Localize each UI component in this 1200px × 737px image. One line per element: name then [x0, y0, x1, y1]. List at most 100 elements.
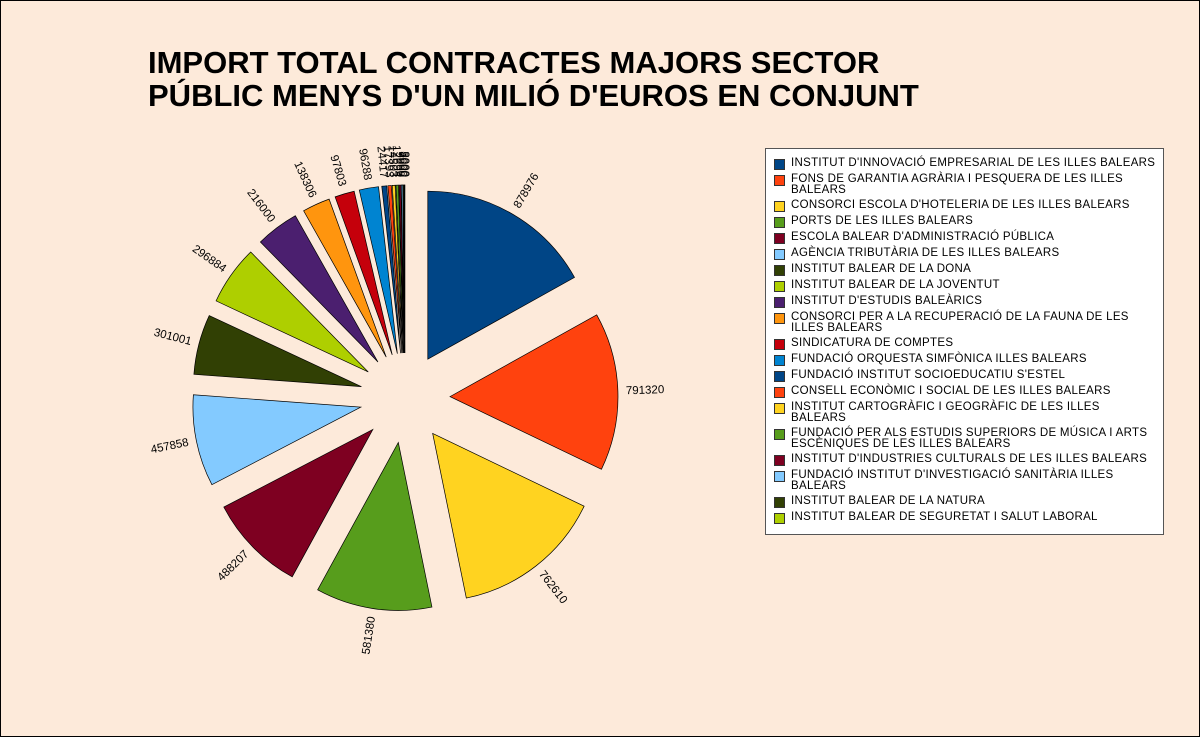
pie-slice — [427, 190, 575, 360]
data-label: 3000 — [399, 151, 411, 177]
legend-entry: ESCOLA BALEAR D'ADMINISTRACIÓ PÚBLICA — [774, 231, 1157, 244]
data-label: 12694 — [390, 145, 403, 178]
legend-label: CONSORCI PER A LA RECUPERACIÓ DE LA FAUN… — [791, 311, 1129, 334]
legend-label: INSTITUT CARTOGRÀFIC I GEOGRÀFIC DE LES … — [791, 401, 1100, 424]
legend-label: INSTITUT D'INNOVACIÓ EMPRESARIAL DE LES … — [791, 157, 1156, 169]
data-label: 878976 — [512, 171, 542, 210]
data-label: 138306 — [291, 160, 318, 200]
legend-entry: INSTITUT D'ESTUDIS BALEÀRICS — [774, 295, 1157, 308]
legend-swatch — [774, 217, 785, 228]
legend-swatch — [774, 387, 785, 398]
legend-swatch — [774, 313, 785, 324]
legend-entry: CONSELL ECONÒMIC I SOCIAL DE LES ILLES B… — [774, 385, 1157, 398]
legend-swatch — [774, 455, 785, 466]
data-label: 791320 — [626, 384, 665, 397]
legend-label: INSTITUT D'INDUSTRIES CULTURALS DE LES I… — [791, 453, 1148, 465]
legend-swatch — [774, 201, 785, 212]
pie-slice — [193, 315, 362, 387]
legend-label: SINDICATURA DE COMPTES — [791, 337, 954, 349]
data-label: 762610 — [536, 569, 569, 607]
legend-swatch — [774, 175, 785, 186]
legend-swatch — [774, 159, 785, 170]
data-label: 457858 — [150, 437, 190, 457]
data-label: 96288 — [356, 148, 373, 182]
legend-label: PORTS DE LES ILLES BALEARS — [791, 215, 974, 227]
legend-swatch — [774, 403, 785, 414]
data-label: 301001 — [152, 327, 192, 348]
data-label: 14503 — [386, 145, 400, 178]
legend-swatch — [774, 233, 785, 244]
legend-swatch — [774, 355, 785, 366]
pie-slice — [391, 184, 403, 354]
legend-entry: INSTITUT BALEAR DE LA NATURA — [774, 495, 1157, 508]
legend-entry: FUNDACIÓ INSTITUT SOCIOEDUCATIU S'ESTEL — [774, 369, 1157, 382]
data-label: 488207 — [216, 548, 252, 583]
data-label: 17393 — [381, 145, 395, 178]
legend-swatch — [774, 471, 785, 482]
legend-label: INSTITUT BALEAR DE LA NATURA — [791, 495, 985, 507]
pie-slice — [387, 185, 403, 354]
legend-label: INSTITUT BALEAR DE LA JOVENTUT — [791, 279, 1000, 291]
legend-label: INSTITUT BALEAR DE SEGURETAT I SALUT LAB… — [791, 511, 1098, 523]
legend-label: CONSELL ECONÒMIC I SOCIAL DE LES ILLES B… — [791, 385, 1111, 397]
legend-entry: FUNDACIÓ INSTITUT D'INVESTIGACIÓ SANITÀR… — [774, 469, 1157, 492]
legend-label: FUNDACIÓ ORQUESTA SIMFÒNICA ILLES BALEAR… — [791, 353, 1087, 365]
legend-swatch — [774, 497, 785, 508]
data-label: 24417 — [374, 146, 389, 179]
legend-swatch — [774, 297, 785, 308]
legend-entry: FUNDACIÓ PER ALS ESTUDIS SUPERIORS DE MÚ… — [774, 427, 1157, 450]
legend-swatch — [774, 265, 785, 276]
legend-swatch — [774, 281, 785, 292]
legend-entry: AGÈNCIA TRIBUTÀRIA DE LES ILLES BALEARS — [774, 247, 1157, 260]
pie-slice — [381, 185, 401, 354]
legend-swatch — [774, 339, 785, 350]
data-label: 5000 — [397, 151, 409, 177]
pie-slice — [432, 432, 585, 599]
pie-slice — [395, 184, 404, 354]
data-label: 296884 — [190, 243, 229, 275]
legend-entry: CONSORCI ESCOLA D'HOTELERIA DE LES ILLES… — [774, 199, 1157, 212]
legend-entry: SINDICATURA DE COMPTES — [774, 337, 1157, 350]
legend-entry: PORTS DE LES ILLES BALEARS — [774, 215, 1157, 228]
pie-slice — [317, 441, 433, 611]
legend-label: AGÈNCIA TRIBUTÀRIA DE LES ILLES BALEARS — [791, 247, 1060, 259]
data-label: 581380 — [360, 616, 378, 656]
pie-slice — [403, 184, 406, 354]
data-label: 97803 — [327, 154, 348, 188]
pie-slice — [192, 394, 363, 486]
legend: INSTITUT D'INNOVACIÓ EMPRESARIAL DE LES … — [765, 148, 1164, 535]
legend-label: ESCOLA BALEAR D'ADMINISTRACIÓ PÚBLICA — [791, 231, 1055, 243]
pie-slice — [449, 314, 619, 470]
legend-label: FUNDACIÓ INSTITUT SOCIOEDUCATIU S'ESTEL — [791, 369, 1066, 381]
legend-entry: FONS DE GARANTIA AGRÀRIA I PESQUERA DE L… — [774, 173, 1157, 196]
pie-slice — [303, 198, 387, 358]
pie-slice — [398, 184, 405, 354]
legend-label: FUNDACIÓ PER ALS ESTUDIS SUPERIORS DE MÚ… — [791, 427, 1148, 450]
legend-entry: INSTITUT BALEAR DE SEGURETAT I SALUT LAB… — [774, 511, 1157, 524]
pie-slice — [215, 251, 369, 373]
pie-slice — [259, 215, 379, 363]
chart-title: IMPORT TOTAL CONTRACTES MAJORS SECTOR PÚ… — [148, 45, 919, 113]
legend-label: INSTITUT BALEAR DE LA DONA — [791, 263, 972, 275]
legend-label: INSTITUT D'ESTUDIS BALEÀRICS — [791, 295, 983, 307]
legend-swatch — [774, 249, 785, 260]
pie-slice — [358, 186, 398, 354]
legend-swatch — [774, 371, 785, 382]
data-label: 9000 — [393, 151, 406, 177]
legend-entry: CONSORCI PER A LA RECUPERACIÓ DE LA FAUN… — [774, 311, 1157, 334]
data-label: 7000 — [396, 151, 408, 177]
legend-entry: INSTITUT D'INNOVACIÓ EMPRESARIAL DE LES … — [774, 157, 1157, 170]
legend-entry: INSTITUT CARTOGRÀFIC I GEOGRÀFIC DE LES … — [774, 401, 1157, 424]
legend-label: FUNDACIÓ INSTITUT D'INVESTIGACIÓ SANITÀR… — [791, 469, 1114, 492]
legend-label: FONS DE GARANTIA AGRÀRIA I PESQUERA DE L… — [791, 173, 1124, 196]
legend-entry: INSTITUT D'INDUSTRIES CULTURALS DE LES I… — [774, 453, 1157, 466]
legend-label: CONSORCI ESCOLA D'HOTELERIA DE LES ILLES… — [791, 199, 1130, 211]
legend-entry: INSTITUT BALEAR DE LA DONA — [774, 263, 1157, 276]
legend-entry: FUNDACIÓ ORQUESTA SIMFÒNICA ILLES BALEAR… — [774, 353, 1157, 366]
data-label: 216000 — [244, 187, 277, 225]
legend-swatch — [774, 513, 785, 524]
legend-swatch — [774, 429, 785, 440]
legend-entry: INSTITUT BALEAR DE LA JOVENTUT — [774, 279, 1157, 292]
